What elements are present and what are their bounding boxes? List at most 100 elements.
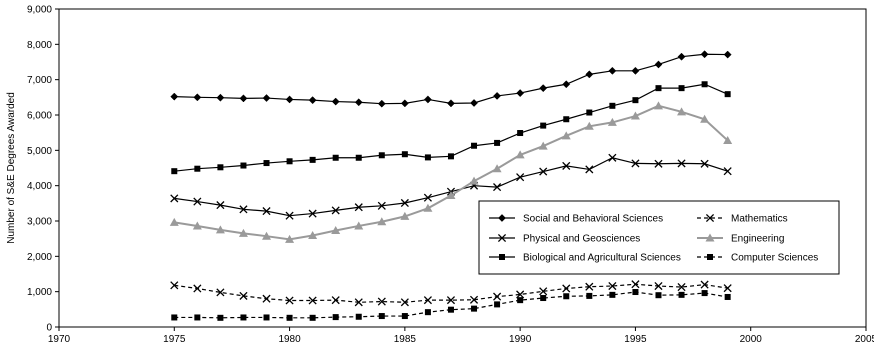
data-point [707,254,713,260]
data-point-stroke [654,281,663,291]
data-point [377,217,387,226]
data-point [585,282,594,291]
data-point [653,101,663,110]
data-point [331,226,341,235]
data-point [493,91,502,100]
data-point [517,130,524,137]
data-point [516,89,525,98]
data-point-stroke [170,194,179,203]
x-tick-label: 1970 [48,334,71,345]
x-tick-label: 1995 [624,334,647,345]
data-point [378,152,385,159]
series-mathematics [170,280,732,307]
data-point-stroke [631,280,640,289]
data-point [170,194,179,203]
data-point-stroke [239,291,248,300]
data-point-stroke [423,193,432,202]
data-point-stroke [654,159,663,168]
data-point [609,291,616,298]
data-point [401,151,408,158]
legend-label: Biological and Agricultural Sciences [523,253,681,264]
data-point [701,290,708,297]
data-point [631,159,640,168]
data-point [217,164,224,171]
data-point [194,165,201,172]
data-point [377,201,386,210]
data-point [705,233,715,242]
data-point [354,298,363,307]
data-point [446,191,456,200]
data-point [608,153,617,162]
data-point [724,293,731,300]
data-point-stroke [400,198,409,208]
data-point-stroke [516,173,525,182]
data-point [354,221,364,230]
data-point [563,116,570,123]
data-point [700,50,709,59]
data-point [354,98,363,107]
data-point-stroke [631,159,640,168]
data-point [239,94,248,103]
data-point [700,114,710,123]
legend-label: Physical and Geosciences [523,234,640,245]
data-point [724,91,731,98]
plot-frame [58,8,867,328]
data-point-stroke [354,298,363,307]
data-point [677,283,686,292]
data-point [401,313,408,320]
legend-label: Social and Behavioral Sciences [523,214,663,225]
data-point [517,297,524,304]
data-point-stroke [354,203,363,212]
data-point [354,203,363,212]
data-point [469,295,479,304]
data-point-stroke [700,280,709,289]
data-point [723,135,733,144]
data-point [355,313,362,320]
data-point-stroke [585,165,594,174]
data-point-stroke [677,159,686,168]
data-point [630,111,640,120]
data-point [377,297,386,306]
axes: 0 1,000 2,000 3,000 4,000 5,000 6,000 7,000 8,00… [6,5,874,346]
y-tick-label: 9,000 [27,5,52,16]
legend-item: Engineering [697,233,784,245]
series-line [174,53,728,105]
data-point [309,156,316,163]
legend-item: Social and Behavioral Sciences [489,214,663,225]
data-point [216,201,225,210]
data-point [631,280,640,289]
data-point [400,298,409,307]
data-point [538,141,548,150]
data-point [677,159,686,168]
data-point-stroke [308,296,317,305]
y-axis-title: Number of S&E Degrees Awarded [6,92,17,244]
data-point [400,99,409,108]
data-point [562,284,571,293]
data-point [585,70,594,79]
data-point [285,296,294,305]
data-point [631,66,640,75]
y-tick-label: 7,000 [27,75,52,86]
data-point-stroke [516,290,525,299]
data-point [216,93,225,102]
data-point-stroke [562,284,571,293]
data-point [607,117,617,126]
data-point [723,284,732,293]
data-point-stroke [216,201,225,210]
data-point [540,295,547,302]
data-point-stroke [331,206,340,215]
data-point [608,281,617,291]
data-point [497,233,507,243]
data-point [540,122,547,129]
y-tick-label: 1,000 [27,287,52,298]
data-point [470,99,478,107]
data-point [192,221,202,230]
data-point [308,230,318,239]
data-point [447,306,454,313]
data-point [539,84,548,93]
data-point [563,293,570,300]
data-point [700,280,709,289]
series-layer [169,50,733,321]
